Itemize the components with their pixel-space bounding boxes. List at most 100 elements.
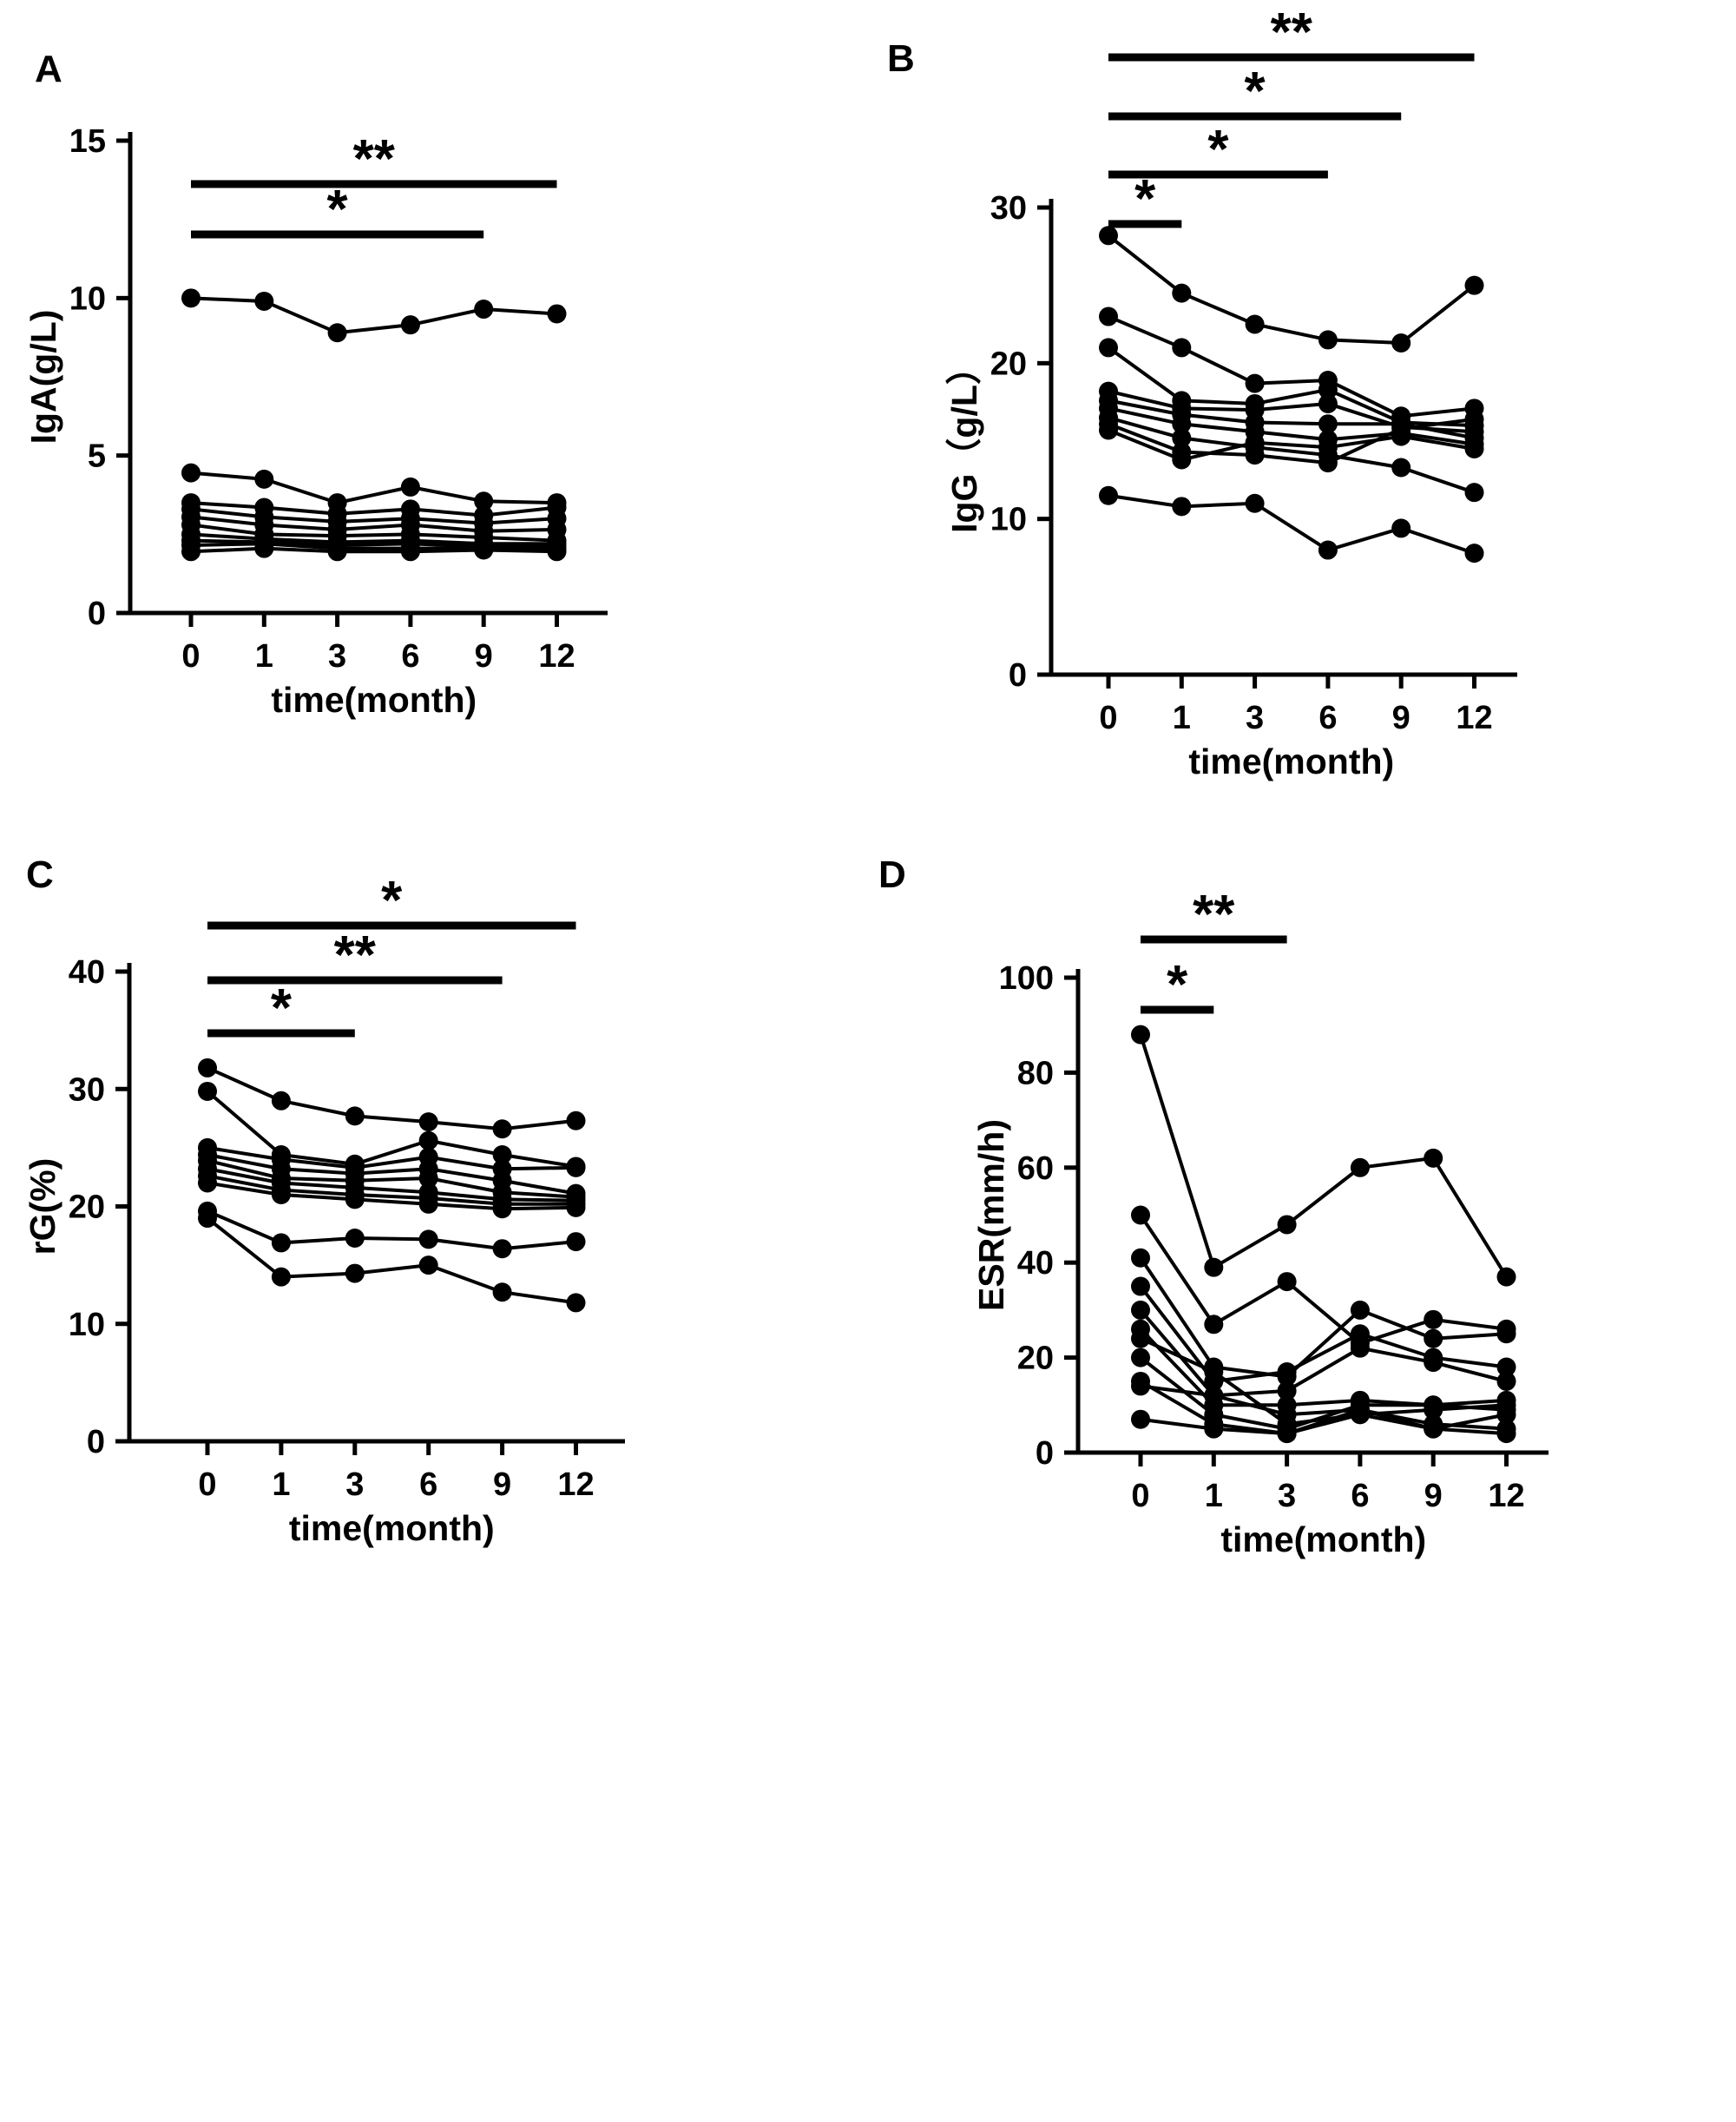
data-point <box>1318 330 1338 350</box>
data-point <box>1496 1405 1516 1425</box>
x-tick-label: 12 <box>1488 1478 1524 1514</box>
x-tick-label: 6 <box>1351 1478 1369 1514</box>
data-point <box>1099 306 1118 326</box>
data-point <box>1424 1309 1443 1329</box>
data-point <box>1464 483 1484 503</box>
data-point <box>1318 540 1338 560</box>
x-tick-label: 9 <box>493 1466 511 1503</box>
significance-asterisks: * <box>271 979 293 1038</box>
data-point <box>1204 1257 1224 1277</box>
data-point <box>1172 450 1192 470</box>
y-tick-label: 10 <box>990 502 1027 538</box>
series-line <box>190 296 557 335</box>
data-point <box>1464 409 1484 429</box>
data-point <box>492 1144 512 1164</box>
data-point <box>1350 1300 1370 1320</box>
data-point <box>327 323 347 343</box>
data-point <box>1131 1300 1150 1320</box>
data-point <box>1350 1338 1370 1358</box>
x-tick-label: 0 <box>1131 1478 1149 1514</box>
significance-asterisks: * <box>327 180 349 240</box>
series-line <box>1108 416 1476 495</box>
data-point <box>1424 1395 1443 1415</box>
significance-asterisks: * <box>381 871 403 931</box>
x-tick-label: 3 <box>328 638 346 675</box>
data-point <box>1172 338 1192 358</box>
data-point <box>1172 497 1192 517</box>
x-tick-label: 9 <box>1392 700 1410 736</box>
data-point <box>254 538 274 558</box>
series-line <box>1139 1214 1507 1346</box>
x-tick-label: 6 <box>1318 700 1337 736</box>
data-point <box>1245 314 1265 334</box>
data-point <box>400 542 420 562</box>
series-line <box>190 538 557 549</box>
series-line <box>190 501 557 517</box>
y-tick-label: 10 <box>69 280 106 317</box>
y-tick-label: 30 <box>990 190 1027 227</box>
data-point <box>418 1112 438 1132</box>
data-point <box>1391 333 1411 353</box>
data-point <box>1464 544 1484 563</box>
data-point <box>547 304 567 324</box>
data-point <box>1204 1419 1224 1439</box>
x-tick-label: 12 <box>1456 700 1492 736</box>
data-point <box>181 463 201 483</box>
data-point <box>1131 1328 1150 1348</box>
data-point <box>1496 1267 1516 1287</box>
data-point <box>1424 1353 1443 1373</box>
data-point <box>198 1209 217 1229</box>
y-tick-label: 40 <box>69 954 105 991</box>
data-point <box>547 542 567 562</box>
data-point <box>1496 1324 1516 1344</box>
series-line <box>207 1153 576 1196</box>
data-point <box>1172 283 1192 303</box>
panel-a-label: A <box>35 48 62 90</box>
significance-asterisks: ** <box>1193 885 1235 945</box>
series-line <box>207 1209 576 1251</box>
y-tick-label: 0 <box>88 596 106 632</box>
x-axis-title: time(month) <box>1220 1519 1426 1559</box>
y-axis-title: ESR(mm/h) <box>971 1119 1011 1311</box>
data-point <box>198 1173 217 1193</box>
data-point <box>1172 414 1192 434</box>
data-point <box>1131 1248 1150 1268</box>
data-point <box>271 1091 291 1110</box>
data-point <box>1496 1357 1516 1377</box>
x-tick-label: 1 <box>1173 700 1191 736</box>
data-point <box>1318 414 1338 434</box>
series-line <box>1108 428 1475 462</box>
y-tick-label: 80 <box>1017 1055 1054 1091</box>
x-tick-label: 9 <box>475 638 493 675</box>
series-line <box>190 532 557 546</box>
series-line <box>206 1090 576 1169</box>
x-tick-label: 0 <box>181 638 200 675</box>
data-point <box>1131 1409 1150 1429</box>
x-axis-title: time(month) <box>1188 741 1394 781</box>
series-line <box>207 1145 576 1171</box>
data-point <box>400 477 420 497</box>
data-point <box>418 1130 438 1150</box>
x-axis-title: time(month) <box>289 1508 495 1548</box>
data-point <box>566 1197 586 1217</box>
series-line <box>207 1174 576 1206</box>
data-point <box>1277 1272 1297 1292</box>
data-point <box>1277 1215 1297 1235</box>
series-line <box>1108 314 1475 418</box>
y-tick-label: 5 <box>88 438 106 475</box>
data-point <box>1131 1376 1150 1396</box>
series-line <box>1140 1384 1507 1431</box>
panel-c-label: C <box>26 853 54 896</box>
x-tick-label: 1 <box>255 638 273 675</box>
data-point <box>181 288 201 308</box>
x-tick-label: 9 <box>1424 1478 1443 1514</box>
data-point <box>1391 518 1411 538</box>
data-point <box>1318 453 1338 473</box>
data-point <box>1277 1381 1297 1400</box>
data-point <box>492 1119 512 1139</box>
data-point <box>1496 1424 1516 1444</box>
series-line <box>1108 493 1476 556</box>
